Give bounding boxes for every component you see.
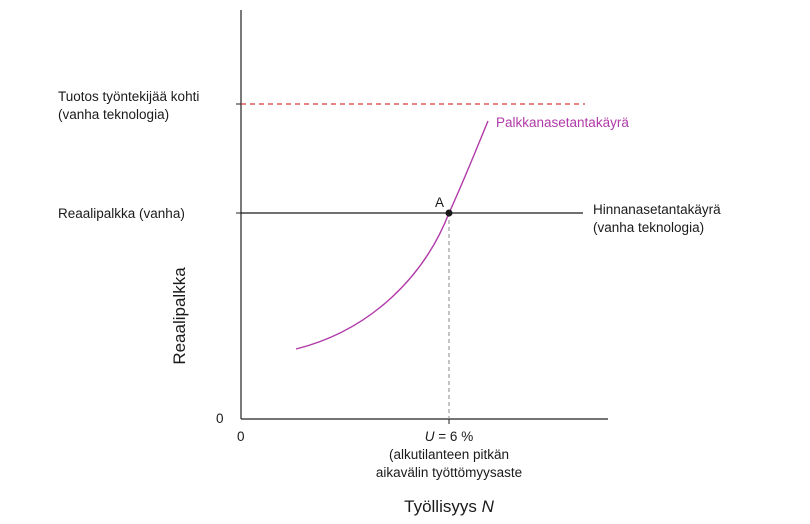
unemployment-var: U xyxy=(425,429,435,444)
output-line-label-1: Tuotos työntekijää kohti xyxy=(58,89,199,104)
unemployment-note-1: (alkutilanteen pitkän xyxy=(389,447,509,462)
real-wage-label: Reaalipalkka (vanha) xyxy=(58,206,185,221)
wage-curve-label: Palkkanasetantakäyrä xyxy=(496,115,629,130)
x-zero-label: 0 xyxy=(237,429,245,444)
unemployment-label: U = 6 % xyxy=(425,429,473,444)
equilibrium-point-a xyxy=(445,209,453,217)
x-axis-title-main: Työllisyys xyxy=(404,497,481,516)
price-curve-label-1: Hinnanasetantakäyrä xyxy=(593,202,721,217)
x-axis-title: Työllisyys N xyxy=(404,497,494,516)
unemployment-value: = 6 % xyxy=(435,429,474,444)
unemployment-note-2: aikavälin työttömyysaste xyxy=(376,465,522,480)
x-axis-title-var: N xyxy=(482,497,495,516)
point-a-label: A xyxy=(435,195,444,210)
y-zero-label: 0 xyxy=(216,411,224,426)
wage-setting-curve xyxy=(295,120,489,350)
output-line-label-2: (vanha teknologia) xyxy=(58,107,169,122)
y-axis-title: Reaalipalkka xyxy=(170,267,189,365)
price-curve-label-2: (vanha teknologia) xyxy=(593,220,704,235)
